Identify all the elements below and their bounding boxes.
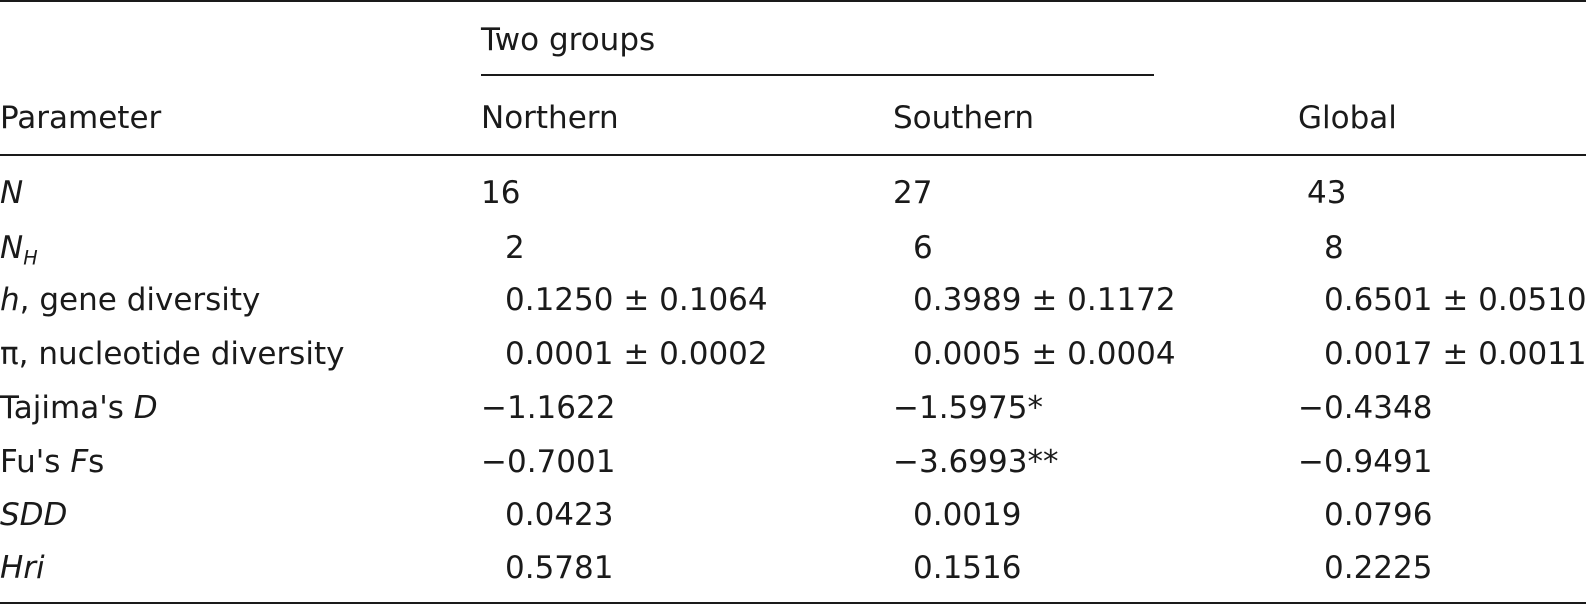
- southern-value: 6: [913, 230, 933, 266]
- header-rule: [0, 154, 1586, 156]
- row-label: N: [0, 175, 24, 211]
- row-label-text: Tajima's: [0, 390, 134, 426]
- row-label: NH: [0, 230, 38, 268]
- global-value: 0.0017 ± 0.0011: [1324, 336, 1586, 372]
- row-label: π, nucleotide diversity: [0, 336, 345, 372]
- global-value: −0.9491: [1298, 444, 1433, 480]
- global-value: 43: [1307, 175, 1347, 211]
- row-label-text: Fu's: [0, 444, 71, 480]
- row-label-main: N: [0, 230, 24, 266]
- row-label: SDD: [0, 497, 68, 533]
- global-value: 0.6501 ± 0.0510: [1324, 282, 1586, 318]
- row-label: Hri: [0, 550, 45, 586]
- row-label: h, gene diversity: [0, 282, 260, 318]
- northern-value: 0.5781: [505, 550, 614, 586]
- northern-value: −1.1622: [481, 390, 616, 426]
- southern-value: 0.0019: [913, 497, 1022, 533]
- global-value: −0.4348: [1298, 390, 1433, 426]
- southern-value: 0.3989 ± 0.1172: [913, 282, 1176, 318]
- row-label-subscript: H: [23, 246, 38, 270]
- row-label-symbol: D: [133, 390, 158, 426]
- southern-value: 0.0005 ± 0.0004: [913, 336, 1176, 372]
- group-rule: [481, 74, 1154, 76]
- global-value: 0.2225: [1324, 550, 1433, 586]
- southern-value: −3.6993**: [893, 444, 1059, 480]
- row-label-symbol: F: [70, 444, 89, 480]
- parameter-header: Parameter: [0, 100, 162, 136]
- southern-value: 0.1516: [913, 550, 1022, 586]
- row-label: Tajima's D: [0, 390, 158, 426]
- group-header: Two groups: [481, 22, 656, 58]
- southern-value: 27: [893, 175, 933, 211]
- bottom-rule: [0, 602, 1586, 604]
- global-value: 0.0796: [1324, 497, 1433, 533]
- northern-value: 2: [505, 230, 525, 266]
- row-label: Fu's Fs: [0, 444, 104, 480]
- northern-value: 0.1250 ± 0.1064: [505, 282, 768, 318]
- northern-header: Northern: [481, 100, 619, 136]
- northern-value: 0.0423: [505, 497, 614, 533]
- row-label-tail: s: [88, 444, 105, 480]
- southern-value: −1.5975*: [893, 390, 1043, 426]
- southern-header: Southern: [893, 100, 1035, 136]
- northern-value: 0.0001 ± 0.0002: [505, 336, 768, 372]
- row-label-symbol: h: [0, 282, 20, 318]
- row-label-text: , gene diversity: [19, 282, 261, 318]
- northern-value: 16: [481, 175, 521, 211]
- top-rule: [0, 0, 1586, 2]
- global-value: 8: [1324, 230, 1344, 266]
- northern-value: −0.7001: [481, 444, 616, 480]
- global-header: Global: [1298, 100, 1397, 136]
